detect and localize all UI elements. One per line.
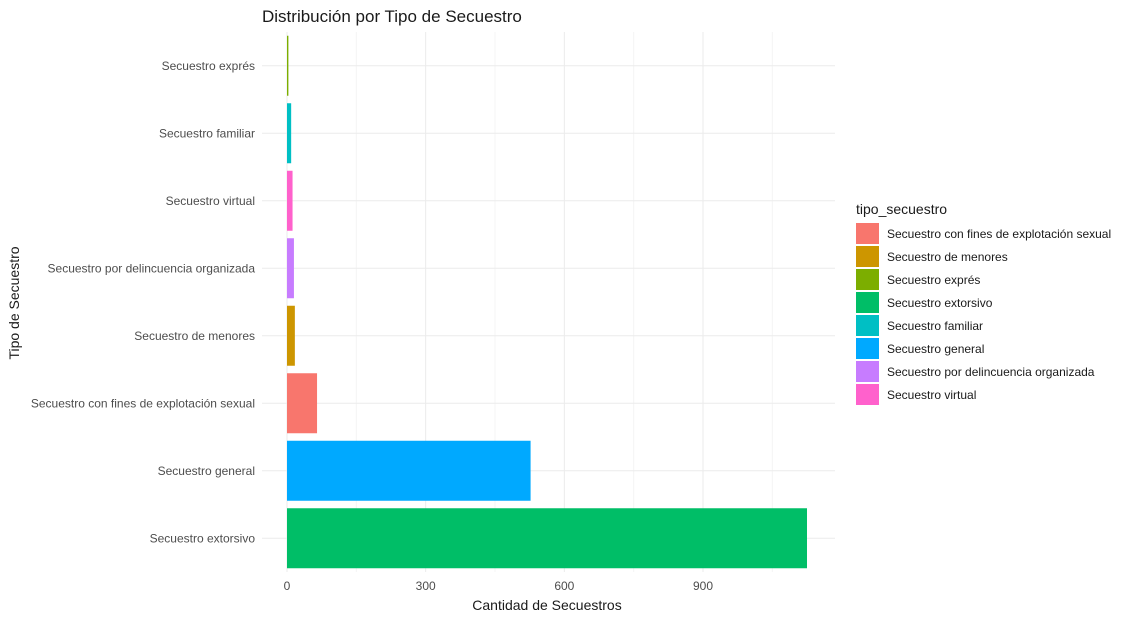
y-tick-label: Secuestro extorsivo	[150, 531, 256, 545]
legend-label: Secuestro familiar	[887, 319, 983, 333]
y-tick-label: Secuestro general	[158, 464, 255, 478]
legend-label: Secuestro extorsivo	[887, 296, 993, 310]
legend-swatch	[856, 338, 879, 359]
legend-swatch	[856, 223, 879, 244]
legend-swatch	[856, 292, 879, 313]
legend-swatch	[856, 246, 879, 267]
x-axis-title: Cantidad de Secuestros	[472, 597, 621, 613]
x-tick-label: 0	[284, 579, 291, 593]
chart-title: Distribución por Tipo de Secuestro	[262, 7, 522, 26]
x-tick-label: 600	[554, 579, 574, 593]
legend-swatch	[856, 269, 879, 290]
legend-label: Secuestro por delincuencia organizada	[887, 365, 1095, 379]
bar	[287, 440, 531, 501]
legend-label: Secuestro virtual	[887, 388, 976, 402]
legend-items: Secuestro con fines de explotación sexua…	[856, 223, 1111, 405]
legend-title: tipo_secuestro	[856, 201, 947, 217]
legend-label: Secuestro de menores	[887, 250, 1008, 264]
legend-swatch	[856, 315, 879, 336]
bar	[287, 170, 293, 231]
legend-label: Secuestro exprés	[887, 273, 980, 287]
y-tick-label: Secuestro exprés	[162, 59, 255, 73]
x-tick-label: 900	[693, 579, 713, 593]
bar	[287, 238, 294, 299]
bar	[287, 305, 295, 366]
bar	[287, 103, 292, 164]
y-axis-tick-labels: Secuestro exprés Secuestro familiar Secues…	[31, 59, 255, 546]
x-axis-tick-labels: 0 300 600 900	[284, 579, 714, 593]
legend-swatch	[856, 384, 879, 405]
y-tick-label: Secuestro por delincuencia organizada	[48, 261, 256, 275]
legend: tipo_secuestro Secuestro con fines de ex…	[856, 201, 1111, 405]
y-axis-title: Tipo de Secuestro	[6, 246, 22, 359]
legend-label: Secuestro con fines de explotación sexua…	[887, 227, 1111, 241]
bar	[287, 35, 289, 96]
x-tick-label: 300	[416, 579, 436, 593]
legend-label: Secuestro general	[887, 342, 984, 356]
gridlines	[262, 32, 835, 572]
bar	[287, 508, 807, 569]
y-tick-label: Secuestro con fines de explotación sexua…	[31, 396, 255, 410]
y-tick-label: Secuestro familiar	[159, 126, 255, 140]
bar	[287, 373, 318, 434]
y-tick-label: Secuestro virtual	[166, 194, 255, 208]
legend-swatch	[856, 361, 879, 382]
bars	[287, 35, 807, 569]
y-tick-label: Secuestro de menores	[134, 329, 255, 343]
